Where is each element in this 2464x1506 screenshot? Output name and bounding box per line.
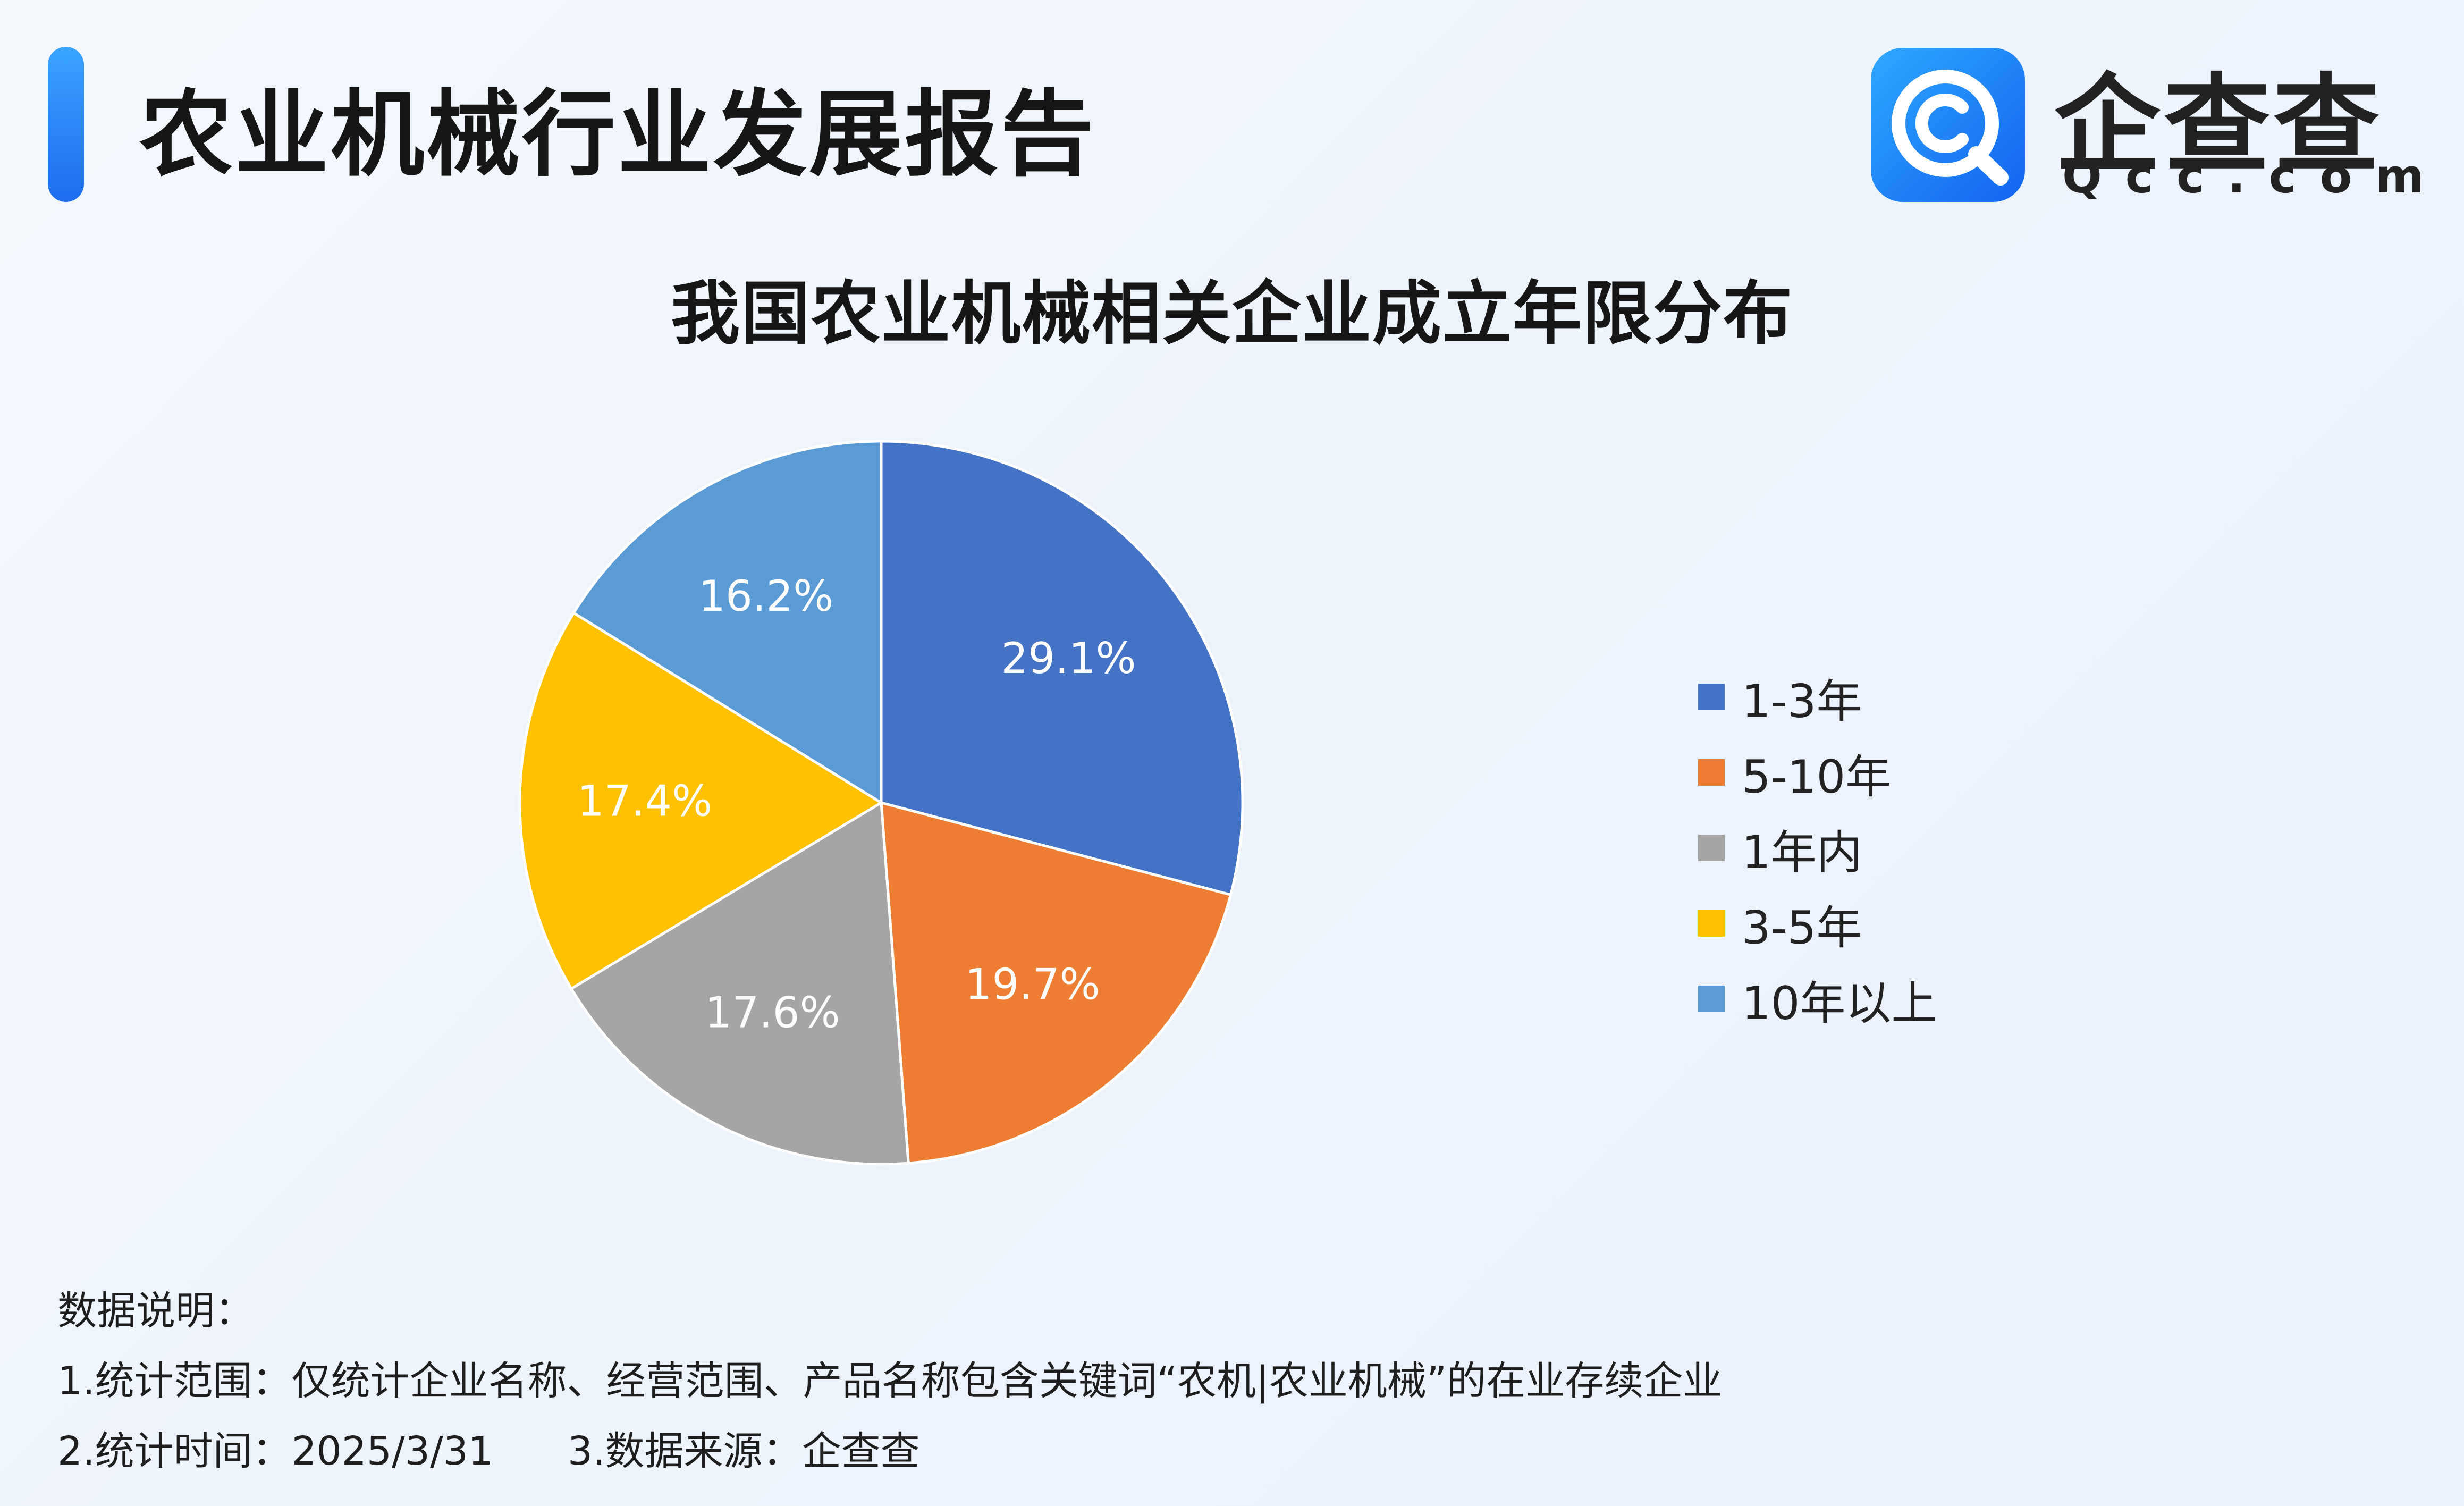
pie-slice-label-2: 19.7% — [965, 960, 1100, 1009]
data-notes: 数据说明： 1.统计范围：仅统计企业名称、经营范围、产品名称包含关键词“农机|农… — [57, 1276, 1722, 1486]
notes-time-source-line: 2.统计时间：2025/3/31 3.数据来源：企查查 — [57, 1416, 1722, 1486]
notes-source: 3.数据来源：企查查 — [568, 1428, 920, 1474]
legend-item-1: 1-3年 — [1698, 659, 1937, 735]
pie-slice-label-1: 29.1% — [1001, 634, 1136, 683]
legend-label: 3-5年 — [1742, 901, 1862, 955]
legend-label: 1-3年 — [1742, 675, 1862, 728]
pie-slice-label-3: 17.6% — [705, 988, 840, 1038]
legend-label: 10年以上 — [1742, 977, 1937, 1030]
chart-legend: 1-3年 5-10年 1年内 3-5年 10年以上 — [1698, 659, 1937, 1037]
pie-slice-3 — [569, 800, 910, 1166]
pie-slice-label-4: 17.4% — [577, 777, 712, 826]
chart-title: 我国农业机械相关企业成立年限分布 — [670, 273, 1793, 354]
legend-swatch — [1698, 759, 1725, 786]
notes-heading: 数据说明： — [57, 1288, 254, 1334]
legend-swatch — [1698, 835, 1725, 861]
logo-name: 企查查 — [2054, 63, 2383, 187]
legend-label: 5-10年 — [1742, 750, 1892, 804]
qcc-logo: 企查查 Qcc.com — [1871, 48, 2424, 204]
pie-slice-5 — [571, 440, 883, 805]
legend-item-3: 1年内 — [1698, 810, 1937, 886]
pie-slice-1 — [880, 440, 1244, 897]
legend-swatch — [1698, 910, 1725, 937]
legend-item-5: 10年以上 — [1698, 961, 1937, 1037]
legend-swatch — [1698, 986, 1725, 1012]
legend-swatch — [1698, 684, 1725, 710]
legend-item-4: 3-5年 — [1698, 886, 1937, 961]
qcc-logo-icon — [1871, 48, 2025, 202]
logo-domain: Qcc.com — [2062, 149, 2448, 204]
pie-slice-label-5: 16.2% — [698, 571, 833, 621]
pie-slice-2 — [880, 801, 1233, 1165]
report-title: 农业机械行业发展报告 — [139, 80, 1096, 189]
legend-label: 1年内 — [1742, 826, 1862, 879]
notes-scope: 1.统计范围：仅统计企业名称、经营范围、产品名称包含关键词“农机|农业机械”的在… — [57, 1358, 1723, 1404]
title-accent-bar — [48, 47, 84, 202]
legend-item-2: 5-10年 — [1698, 735, 1937, 810]
pie-slice-4 — [518, 611, 884, 991]
notes-time: 2.统计时间：2025/3/31 — [57, 1428, 494, 1474]
